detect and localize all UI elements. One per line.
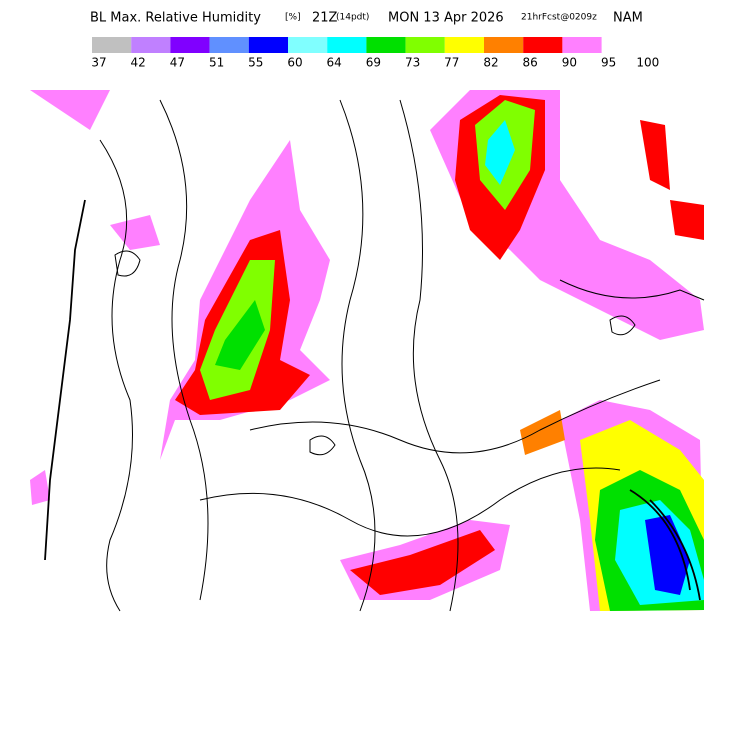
legend-label: 73 [405,56,420,70]
contour-line [629,489,701,601]
field-red [350,530,495,595]
local-time: (14pdt) [336,13,369,23]
legend-swatch [248,37,288,53]
legend: 37 42 47 51 55 60 64 69 73 77 82 86 90 95 100 [91,37,659,70]
contour-line [339,99,376,612]
field-orange [520,410,565,455]
legend-swatch [444,37,484,53]
forecast: 21hrFcst@0209z [521,13,597,23]
legend-label: 90 [562,56,577,70]
contour-line [609,315,636,336]
legend-label: 69 [366,56,381,70]
legend-swatch [288,37,328,53]
contour-line [114,250,141,277]
legend-label: 86 [523,56,538,70]
field-pink [110,215,160,250]
map [28,88,705,612]
legend-swatch [366,37,406,53]
model: NAM [613,11,643,26]
contours [44,99,705,612]
legend-label: 100 [636,56,659,70]
legend-label: 47 [170,56,185,70]
legend-swatch [327,37,367,53]
field-red [640,120,670,190]
humidity-fields [30,90,704,611]
contour-line [99,139,133,612]
contour-line [199,467,621,537]
date: MON 13 Apr 2026 [388,11,504,26]
contour-line [309,435,336,456]
field-red [670,200,704,240]
legend-swatch [131,37,171,53]
legend-swatch [209,37,249,53]
field-green [215,300,265,370]
contour-line [249,379,661,454]
contour-line [559,279,705,301]
units: [%] [285,13,301,23]
contour-line [399,99,459,612]
coastline [44,199,86,561]
legend-label: 42 [131,56,146,70]
legend-swatch [523,37,563,53]
contour-line [159,99,209,601]
field-cyan [485,120,515,185]
field-pink [30,90,110,130]
title: BL Max. Relative Humidity [90,11,261,26]
header: BL Max. Relative Humidity [%] 21Z (14pdt… [90,11,643,26]
legend-swatch [92,37,132,53]
legend-label: 64 [327,56,342,70]
legend-label: 77 [444,56,459,70]
field-pink [30,470,50,505]
field-blue [645,515,690,595]
legend-label: 60 [287,56,302,70]
legend-swatch [405,37,445,53]
legend-label: 55 [248,56,263,70]
legend-label: 51 [209,56,224,70]
legend-swatch [484,37,524,53]
legend-swatch [170,37,210,53]
legend-label: 37 [91,56,106,70]
legend-label: 95 [601,56,616,70]
legend-swatch [562,37,602,53]
valid-time: 21Z [312,11,338,26]
legend-label: 82 [483,56,498,70]
